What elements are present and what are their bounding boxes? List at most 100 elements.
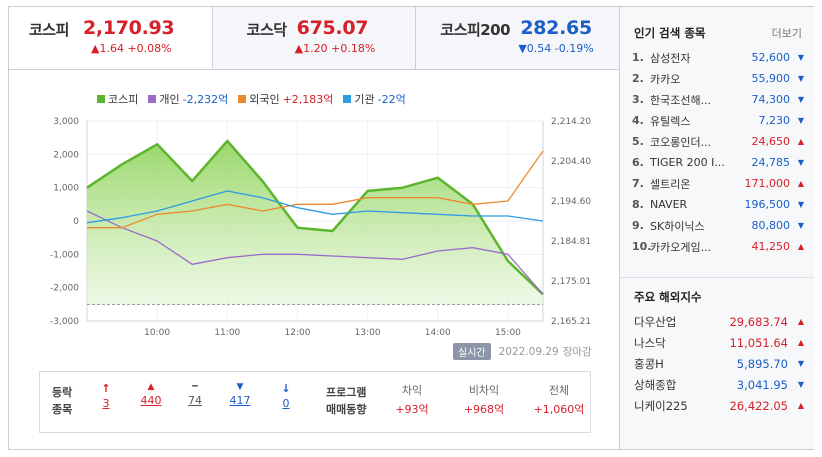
overseas-name[interactable]: 니케이225 (634, 398, 688, 413)
popular-item[interactable]: 4. 유틸렉스 7,230 ▼ (632, 110, 804, 131)
legend-foreign[interactable]: 외국인 +2,183억 (238, 91, 333, 107)
y-right-tick: 2,165.21 (551, 317, 591, 327)
popular-name[interactable]: TIGER 200 I... (650, 156, 725, 169)
y-left-tick: -3,000 (50, 317, 79, 327)
popular-price: 41,250 (751, 240, 791, 253)
triangle-down-icon: ▼ (797, 95, 804, 104)
y-right-tick: 2,184.81 (551, 237, 591, 247)
y-left-tick: 0 (73, 217, 79, 227)
popular-rank: 7. (632, 177, 644, 190)
triangle-up-icon: ▲ (797, 338, 804, 347)
realtime-badge: 실시간 (453, 343, 491, 360)
popular-name[interactable]: 카카오게임... (650, 240, 712, 254)
triangle-down-icon: ▼ (797, 380, 804, 389)
x-tick: 14:00 (425, 328, 451, 338)
rising-count[interactable]: 440 (140, 394, 162, 407)
overseas-name[interactable]: 나스닥 (634, 335, 666, 350)
overseas-price: 5,895.70 (736, 356, 788, 371)
popular-item[interactable]: 3. 한국조선해... 74,300 ▼ (632, 89, 804, 110)
breadth-rising[interactable]: ▲ 440 (138, 382, 164, 407)
triangle-down-icon: ▼ (797, 116, 804, 125)
upper-limit-count[interactable]: 3 (102, 397, 110, 410)
chart-svg: 3,000 2,000 1,000 0 -1,000 -2,000 -3,000 2,214.… (50, 117, 591, 338)
breadth-lower-limit[interactable]: ↓ 0 (276, 382, 296, 410)
popular-rank: 10. (632, 240, 652, 253)
legend-individual[interactable]: 개인 -2,232억 (148, 91, 228, 107)
popular-item[interactable]: 7. 셀트리온 171,000 ▲ (632, 173, 804, 194)
tab-kospi[interactable]: 코스피 2,170.93 ▲1.64 +0.08% (9, 7, 213, 69)
popular-name[interactable]: 셀트리온 (650, 177, 691, 191)
popular-name[interactable]: 한국조선해... (650, 93, 712, 107)
more-link[interactable]: 더보기 (771, 27, 802, 40)
legend-kospi[interactable]: 코스피 (97, 91, 138, 107)
x-tick: 13:00 (355, 328, 381, 338)
y-left-tick: -1,000 (50, 250, 79, 260)
lower-limit-count[interactable]: 0 (282, 397, 290, 410)
triangle-up-icon: ▲ (797, 242, 804, 251)
program-arbitrage-value: +93억 (395, 403, 429, 416)
flat-icon: ━ (192, 382, 198, 392)
popular-price: 74,300 (751, 93, 791, 106)
y-left-tick: 2,000 (53, 150, 79, 160)
triangle-up-icon: ▲ (797, 179, 804, 188)
tab-kospi200-value: 282.65 (520, 17, 592, 39)
y-left-tick: -2,000 (50, 284, 79, 294)
overseas-item[interactable]: 홍콩H 5,895.70 ▼ (634, 353, 804, 374)
popular-item[interactable]: 8. NAVER 196,500 ▼ (632, 194, 804, 215)
series-institution (86, 190, 544, 224)
legend-kospi-label: 코스피 (108, 93, 139, 106)
breadth-falling[interactable]: ▼ 417 (227, 382, 253, 407)
popular-rank: 1. (632, 51, 644, 64)
popular-price: 196,500 (744, 198, 791, 211)
y-right-tick: 2,204.40 (551, 157, 591, 167)
popular-title: 인기 검색 종목 (634, 26, 706, 40)
chart-footer: 실시간 2022.09.29 장마감 (453, 343, 592, 360)
popular-item[interactable]: 6. TIGER 200 I... 24,785 ▼ (632, 152, 804, 173)
popular-item[interactable]: 10. 카카오게임... 41,250 ▲ (632, 236, 804, 257)
popular-name[interactable]: NAVER (650, 198, 688, 211)
popular-rank: 2. (632, 72, 644, 85)
popular-name[interactable]: SK하이닉스 (650, 219, 705, 233)
overseas-price: 11,051.64 (729, 335, 788, 350)
program-non-arbitrage: 비차익 +968억 (458, 382, 510, 417)
x-tick: 10:00 (144, 328, 170, 338)
popular-price: 55,900 (751, 72, 791, 85)
program-label-line1: 프로그램 (326, 386, 367, 399)
tab-kospi200[interactable]: 코스피200 282.65 ▼0.54 -0.19% (416, 7, 620, 69)
popular-rank: 5. (632, 135, 644, 148)
overseas-name[interactable]: 다우산업 (634, 314, 677, 329)
popular-price: 52,600 (751, 51, 791, 64)
popular-item[interactable]: 5. 코오롱인더... 24,650 ▲ (632, 131, 804, 152)
overseas-name[interactable]: 상해종합 (634, 377, 677, 392)
popular-name[interactable]: 삼성전자 (650, 51, 691, 65)
falling-count[interactable]: 417 (229, 394, 251, 407)
overseas-item[interactable]: 상해종합 3,041.95 ▼ (634, 374, 804, 395)
popular-item[interactable]: 9. SK하이닉스 80,800 ▼ (632, 215, 804, 236)
overseas-name[interactable]: 홍콩H (634, 356, 664, 371)
popular-price: 80,800 (751, 219, 791, 232)
flat-count[interactable]: 74 (188, 394, 202, 407)
overseas-item[interactable]: 니케이225 26,422.05 ▲ (634, 395, 804, 416)
falling-icon: ▼ (236, 382, 244, 392)
triangle-up-icon: ▲ (797, 137, 804, 146)
legend-institution[interactable]: 기관 -22억 (343, 91, 406, 107)
program-label-line2: 매매동향 (326, 403, 367, 416)
breadth-upper-limit[interactable]: ↑ 3 (96, 382, 116, 410)
overseas-item[interactable]: 나스닥 11,051.64 ▲ (634, 332, 804, 353)
x-tick: 12:00 (284, 328, 310, 338)
triangle-down-icon: ▼ (797, 158, 804, 167)
popular-item[interactable]: 2. 카카오 55,900 ▼ (632, 68, 804, 89)
popular-item[interactable]: 1. 삼성전자 52,600 ▼ (632, 47, 804, 68)
breadth-flat[interactable]: ━ 74 (184, 382, 206, 407)
overseas-item[interactable]: 다우산업 29,683.74 ▲ (634, 311, 804, 332)
tab-kospi200-change: ▼0.54 -0.19% (518, 42, 594, 55)
popular-name[interactable]: 카카오 (650, 72, 681, 86)
legend-individual-swatch (148, 95, 157, 103)
program-non-arbitrage-label: 비차익 (468, 384, 500, 397)
program-total-label: 전체 (548, 384, 570, 397)
breadth-label-line1: 등락 (52, 386, 73, 399)
popular-name[interactable]: 유틸렉스 (650, 114, 691, 128)
y-left-tick: 3,000 (53, 117, 79, 127)
tab-kosdaq[interactable]: 코스닥 675.07 ▲1.20 +0.18% (212, 7, 417, 69)
popular-name[interactable]: 코오롱인더... (650, 135, 712, 149)
